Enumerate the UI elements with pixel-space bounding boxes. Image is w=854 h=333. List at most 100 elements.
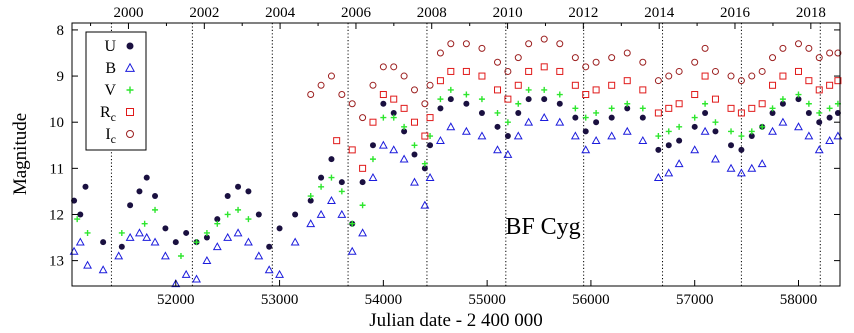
- data-point-v: [805, 100, 812, 107]
- data-point-ic: [390, 63, 398, 71]
- data-point-b: [378, 140, 388, 149]
- data-point-rc: [369, 118, 377, 126]
- data-point-u: [478, 109, 485, 116]
- series-v: [74, 86, 841, 260]
- data-point-rc: [608, 81, 616, 89]
- data-point-b: [674, 159, 684, 168]
- data-point-u: [380, 100, 387, 107]
- data-point-v: [795, 91, 802, 98]
- data-point-u: [834, 109, 841, 116]
- legend-label-b: B: [105, 60, 116, 77]
- data-point-b: [316, 209, 326, 218]
- data-point-b: [690, 145, 700, 154]
- data-point-b: [135, 228, 144, 237]
- data-point-v: [691, 114, 698, 121]
- data-point-v: [338, 188, 345, 195]
- data-point-v: [816, 109, 823, 116]
- data-point-ic: [691, 58, 699, 66]
- legend-box: [85, 31, 147, 151]
- legend-label-ic: Ic: [105, 126, 116, 146]
- data-point-v: [478, 96, 485, 103]
- data-point-rc: [691, 91, 699, 99]
- data-point-v: [541, 86, 548, 93]
- legend-marker-ic: [126, 130, 134, 138]
- data-point-rc: [711, 95, 719, 103]
- data-point-b: [420, 200, 430, 209]
- data-point-u: [463, 100, 470, 107]
- data-point-v: [676, 123, 683, 130]
- data-point-u: [608, 114, 615, 121]
- y-tick-label: 9: [57, 69, 65, 85]
- data-point-u: [525, 96, 532, 103]
- x-tick-label: 55000: [468, 292, 506, 308]
- data-point-ic: [462, 40, 470, 48]
- data-point-b: [223, 232, 233, 241]
- legend-label-v: V: [104, 82, 116, 99]
- data-point-v: [728, 128, 735, 135]
- data-point-b: [591, 136, 601, 145]
- data-point-rc: [390, 95, 398, 103]
- data-point-b: [622, 126, 632, 135]
- data-point-v: [447, 86, 454, 93]
- data-point-u: [401, 128, 408, 135]
- x-tick-label: 57000: [676, 292, 714, 308]
- data-point-b: [75, 237, 85, 246]
- data-point-ic: [504, 67, 512, 75]
- data-point-ic: [748, 72, 756, 80]
- data-point-b: [778, 117, 788, 126]
- data-point-v: [401, 123, 408, 130]
- x-tick-label: 54000: [365, 292, 403, 308]
- data-point-b: [539, 112, 549, 121]
- data-point-rc: [675, 100, 683, 108]
- legend-marker-u: [126, 42, 134, 50]
- data-point-ic: [379, 63, 387, 71]
- data-point-u: [582, 128, 589, 135]
- data-point-v: [235, 206, 242, 213]
- data-point-b: [290, 237, 300, 246]
- data-point-v: [779, 96, 786, 103]
- data-point-ic: [608, 54, 616, 62]
- data-point-b: [410, 177, 419, 186]
- data-point-ic: [654, 77, 662, 85]
- data-point-v: [245, 216, 252, 223]
- data-point-b: [233, 228, 243, 237]
- data-point-rc: [826, 81, 834, 89]
- data-point-b: [275, 269, 285, 278]
- data-point-b: [425, 172, 435, 181]
- data-point-v: [556, 91, 563, 98]
- data-point-u: [255, 211, 262, 218]
- data-point-b: [142, 232, 152, 241]
- data-point-v: [826, 105, 833, 112]
- data-point-rc: [540, 63, 548, 71]
- data-point-u: [152, 193, 159, 200]
- data-point-ic: [737, 77, 745, 85]
- data-point-b: [114, 251, 124, 260]
- data-point-v: [639, 105, 646, 112]
- data-point-b: [192, 274, 201, 283]
- data-point-b: [389, 145, 399, 154]
- data-point-u: [826, 114, 833, 121]
- data-point-b: [814, 145, 824, 154]
- data-point-rc: [436, 77, 444, 85]
- data-point-rc: [504, 95, 512, 103]
- data-point-u: [676, 137, 683, 144]
- data-point-u: [224, 193, 231, 200]
- data-point-rc: [654, 109, 662, 117]
- top-year-label: 2006: [341, 5, 372, 21]
- data-point-ic: [540, 35, 548, 43]
- data-point-ic: [779, 44, 787, 52]
- x-tick-label: 58000: [780, 292, 818, 308]
- data-point-ic: [525, 40, 533, 48]
- data-point-rc: [410, 118, 418, 126]
- data-point-u: [665, 142, 672, 149]
- data-point-u: [411, 151, 418, 158]
- data-point-rc: [701, 72, 709, 80]
- data-point-ic: [478, 44, 486, 52]
- data-point-b: [711, 154, 720, 163]
- vertical-marker-lines: [110, 23, 821, 286]
- data-point-u: [779, 100, 786, 107]
- data-point-ic: [834, 49, 842, 57]
- data-point-rc: [525, 67, 533, 75]
- data-point-ic: [639, 58, 647, 66]
